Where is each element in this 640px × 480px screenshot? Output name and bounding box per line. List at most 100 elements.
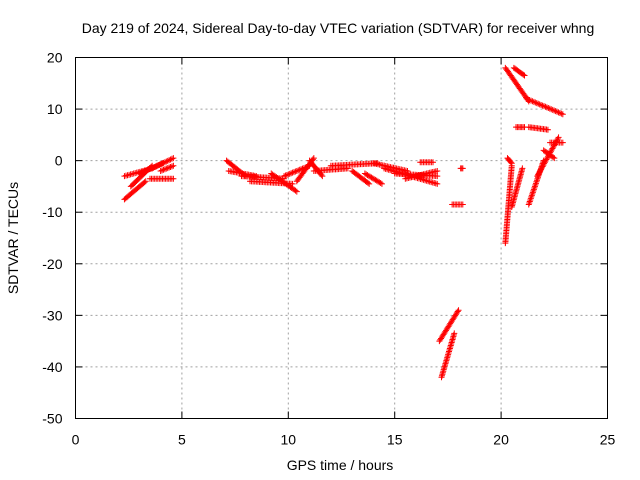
data-series-segment [540,147,558,162]
data-point [434,180,441,187]
y-tick-label: -40 [42,359,62,375]
data-point [310,155,317,162]
tick-layer: 0 5 10 15 20 25 -50 -40 -30 -20 -10 0 10 20 [42,50,615,448]
data-point [141,179,148,186]
data-point [520,71,527,78]
data-series-segment [417,159,437,166]
data-point [154,162,161,169]
data-point [292,187,299,194]
data-series-segment [523,95,566,118]
data-series-segment [146,175,177,182]
data-series-segment [310,165,351,174]
data-point [146,166,153,173]
data-point [507,159,514,166]
data-point [157,161,164,168]
data-point [544,126,551,133]
grid-layer [75,57,608,419]
data-point [532,99,539,106]
data-series-segment [438,330,458,381]
data-point [551,107,558,114]
y-tick-label: -30 [42,307,62,323]
data-point [459,201,466,208]
data-point [166,157,173,164]
x-tick-label: 15 [387,432,403,448]
data-point [525,96,532,103]
data-point [283,171,290,178]
data-point [289,169,296,176]
data-point [293,167,300,174]
data-point [137,169,144,176]
data-point [529,98,536,105]
data-point [163,158,170,165]
data-point [295,167,302,174]
data-point [364,179,371,186]
data-series-segment [502,64,532,105]
data-series-segment [457,165,466,172]
data-point [281,173,288,180]
y-tick-label: 10 [47,101,63,117]
data-point [153,163,160,170]
data-point [451,330,458,337]
data-point [167,163,174,170]
data-point [523,95,530,102]
data-point [143,167,150,174]
data-series-segment [246,178,296,187]
data-point [296,166,303,173]
data-point [139,169,146,176]
data-point [527,97,534,104]
y-tick-label: -10 [42,204,62,220]
y-axis-label: SDTVAR / TECUs [5,182,21,294]
data-point [288,170,295,177]
data-point [552,108,559,115]
data-point [459,165,466,172]
data-point [293,188,300,195]
data-point [558,110,565,117]
data-point [160,166,167,173]
data-series-segment [525,124,551,133]
data-point [539,102,546,109]
data-point [555,134,562,141]
data-point [150,164,157,171]
plot-frame [75,57,608,419]
data-point [519,165,526,172]
data-point [521,72,528,79]
x-tick-label: 0 [72,432,80,448]
data-series-segment [349,167,373,187]
data-series-segment [510,64,528,79]
data-point [541,103,547,110]
data-point [142,167,149,174]
data-point [538,101,545,108]
y-tick-label: -20 [42,256,62,272]
data-point [508,160,515,167]
data-series-segment [121,178,149,203]
y-tick-label: 20 [47,50,63,66]
data-point [167,156,174,163]
data-point [434,173,441,180]
data-point [290,169,297,176]
data-point [455,307,462,314]
data-point [536,101,543,108]
data-series-segment [157,162,177,174]
data-point [142,178,149,185]
data-point [170,162,177,169]
data-point [535,100,542,107]
data-series-segment [508,165,526,211]
data-point [164,157,171,164]
data-point [163,165,170,172]
x-axis-label: GPS time / hours [287,457,394,473]
data-point [151,164,158,171]
data-point [526,96,533,103]
data-points-layer [121,64,566,381]
data-point [149,165,156,172]
data-point [285,171,292,178]
x-tick-label: 20 [493,432,509,448]
x-tick-label: 25 [600,432,616,448]
data-point [159,160,166,167]
data-point [454,308,461,315]
data-point [161,159,168,166]
data-point [554,108,561,115]
y-tick-label: 0 [55,153,63,169]
data-point [140,168,147,175]
